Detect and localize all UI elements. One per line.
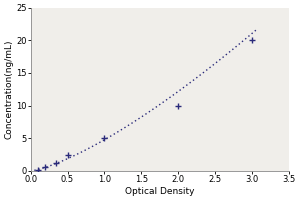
Y-axis label: Concentration(ng/mL): Concentration(ng/mL)	[4, 40, 13, 139]
X-axis label: Optical Density: Optical Density	[125, 187, 195, 196]
